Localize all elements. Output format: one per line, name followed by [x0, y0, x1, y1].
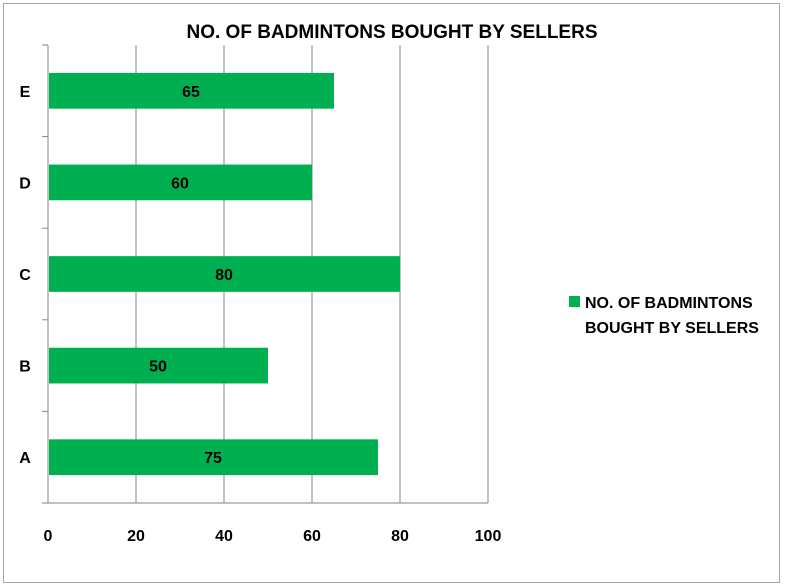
bars: [49, 72, 400, 476]
data-label-E: 65: [182, 84, 200, 101]
y-tick-label-A: A: [19, 450, 31, 467]
bar-E: [49, 72, 334, 109]
bar-B: [49, 347, 268, 384]
data-labels: 75 50 80 60 65: [149, 84, 233, 467]
x-tick-label: 80: [391, 528, 409, 545]
y-tick-label-B: B: [19, 359, 31, 376]
y-tick-label-D: D: [19, 175, 31, 192]
legend-label-line-2: BOUGHT BY SELLERS: [585, 320, 759, 337]
legend-label-line-1: NO. OF BADMINTONS: [585, 295, 753, 312]
bar-D: [49, 164, 312, 201]
axes: 0 20 40 60 80 100 A B C D E: [19, 44, 502, 545]
x-tick-label: 60: [303, 528, 321, 545]
data-label-A: 75: [204, 450, 222, 467]
x-tick-label: 40: [215, 528, 233, 545]
chart-title: NO. OF BADMINTONS BOUGHT BY SELLERS: [187, 22, 598, 43]
x-tick-label: 100: [475, 528, 502, 545]
bar-A: [49, 439, 378, 476]
data-label-B: 50: [149, 359, 167, 376]
legend: NO. OF BADMINTONS BOUGHT BY SELLERS: [569, 295, 759, 337]
x-tick-label: 20: [127, 528, 145, 545]
y-tick-label-C: C: [19, 267, 31, 284]
x-tick-label: 0: [44, 528, 53, 545]
y-tick-label-E: E: [20, 84, 31, 101]
data-label-D: 60: [171, 175, 189, 192]
data-label-C: 80: [215, 267, 233, 284]
bar-C: [49, 256, 400, 292]
legend-swatch: [569, 296, 580, 307]
